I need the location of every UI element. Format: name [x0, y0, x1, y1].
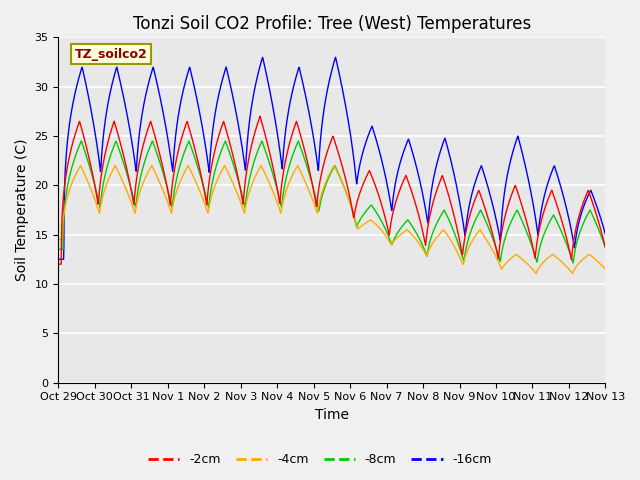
- Title: Tonzi Soil CO2 Profile: Tree (West) Temperatures: Tonzi Soil CO2 Profile: Tree (West) Temp…: [132, 15, 531, 33]
- Text: TZ_soilco2: TZ_soilco2: [75, 48, 148, 60]
- X-axis label: Time: Time: [315, 408, 349, 422]
- Y-axis label: Soil Temperature (C): Soil Temperature (C): [15, 139, 29, 281]
- Legend: -2cm, -4cm, -8cm, -16cm: -2cm, -4cm, -8cm, -16cm: [143, 448, 497, 471]
